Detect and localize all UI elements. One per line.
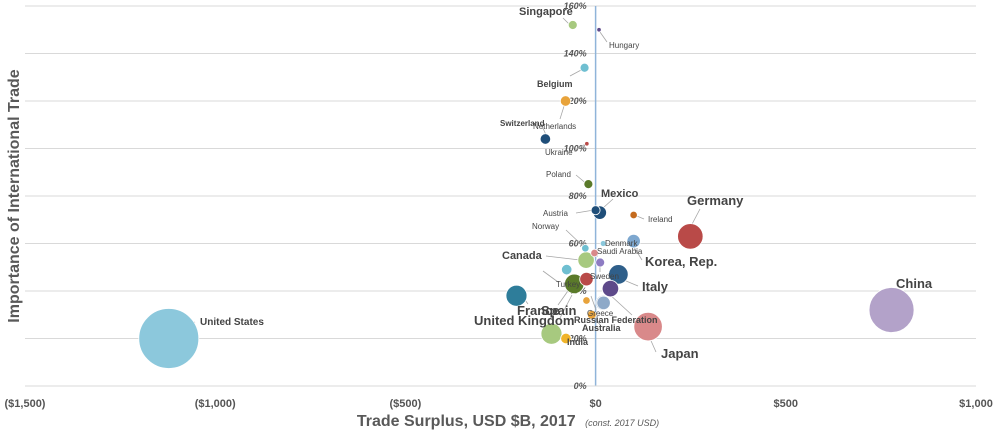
bubble-china	[868, 287, 915, 333]
label-ireland: Ireland	[648, 215, 672, 224]
leader-norway	[565, 229, 585, 248]
bubble-denmark	[599, 240, 607, 247]
bubble-germany	[677, 223, 704, 250]
bubble-switzerland	[539, 133, 552, 145]
x-tick-label: $0	[589, 398, 601, 410]
label-poland: Poland	[546, 170, 571, 179]
label-singapore: Singapore	[519, 6, 573, 18]
bubble-india	[560, 332, 572, 345]
label-mexico: Mexico	[601, 188, 639, 200]
x-tick-label: $1,000	[959, 398, 993, 410]
x-tick-label: $500	[774, 398, 798, 410]
bubble-united-states	[138, 308, 200, 369]
bubble-ukraine	[584, 141, 590, 147]
bubble-saudi-arabia	[590, 248, 599, 258]
bubble-netherlands	[559, 95, 572, 107]
leader-canada	[545, 255, 581, 261]
leader-turkey	[542, 270, 559, 283]
x-tick-label: ($1,000)	[195, 398, 236, 410]
label-denmark: Denmark	[605, 239, 638, 248]
label-saudi-arabia: Saudi Arabia	[597, 247, 643, 256]
bubble-france	[505, 284, 528, 307]
leader-hungary	[599, 31, 608, 43]
bubble-norway	[581, 244, 590, 253]
label-sweden: Sweden	[590, 272, 619, 281]
x-tick-labels: ($1,500) ($1,000) ($500) $0 $500 $1,000	[5, 398, 993, 410]
label-turkey: Turkey	[556, 280, 580, 289]
label-belgium: Belgium	[537, 79, 573, 89]
bubble-austria	[590, 205, 601, 216]
bubble-italy	[601, 279, 620, 298]
label-hungary: Hungary	[609, 41, 639, 50]
bubble-japan	[633, 311, 663, 342]
bubble-singapore	[567, 20, 578, 30]
bubble-ireland	[629, 210, 638, 220]
bubble-turkey	[561, 263, 573, 276]
x-tick-label: ($1,500)	[5, 398, 46, 410]
bubble-sweden	[595, 257, 606, 268]
label-russian-federation: Russian Federation	[574, 315, 658, 325]
point-labels: United States China Germany Japan Korea, Rep…	[200, 6, 933, 361]
bubble-united-kingdom	[540, 322, 563, 345]
label-canada: Canada	[502, 250, 543, 262]
leader-mexico	[602, 198, 614, 209]
leader-greece	[590, 295, 597, 311]
label-united-states: United States	[200, 317, 264, 328]
bubble-saudi-dot	[579, 271, 594, 287]
y-tick-label: 120%	[564, 96, 587, 106]
y-tick-label: 160%	[564, 1, 587, 11]
y-tick-label: 80%	[569, 191, 587, 201]
x-axis-title-main: Trade Surplus, USD $B, 2017	[357, 413, 576, 430]
bubble-hungary	[596, 27, 602, 33]
y-tick-label: 60%	[569, 239, 587, 249]
label-united-kingdom: United Kingdom	[474, 313, 574, 328]
bubble-poland	[583, 179, 594, 190]
y-tick-label: 0%	[574, 381, 587, 391]
label-switzerland: Switzerland	[500, 119, 545, 128]
label-korea-rep: Korea, Rep.	[645, 254, 717, 269]
y-tick-label: 140%	[564, 49, 587, 59]
label-leader-lines	[167, 17, 906, 353]
label-france: France	[517, 303, 560, 318]
x-axis-title: Trade Surplus, USD $B, 2017 (const. 2017…	[357, 413, 659, 430]
x-axis-title-note: (const. 2017 USD)	[585, 418, 659, 428]
x-tick-label: ($500)	[390, 398, 422, 410]
label-germany: Germany	[687, 193, 744, 208]
label-netherlands: Netherlands	[533, 122, 576, 131]
y-tick-label: 20%	[568, 334, 587, 344]
label-austria: Austria	[543, 209, 568, 218]
bubbles	[138, 20, 915, 369]
bubble-korea-rep	[608, 264, 629, 285]
leader-united-kingdom	[559, 294, 573, 319]
y-axis-title: Importance of International Trade	[6, 69, 23, 322]
label-india: India	[567, 337, 589, 347]
bubble-korea-dot	[626, 233, 641, 249]
label-china: China	[896, 276, 933, 291]
label-italy: Italy	[642, 279, 669, 294]
label-greece: Greece	[587, 309, 614, 318]
label-japan: Japan	[661, 346, 699, 361]
bubble-greece-dot	[596, 295, 611, 311]
y-tick-label: 100%	[564, 144, 587, 154]
bubble-belgium	[579, 62, 590, 73]
label-norway: Norway	[532, 222, 559, 231]
bubble-australia	[586, 309, 597, 320]
bubble-greece	[582, 296, 591, 305]
label-spain: Spain	[541, 303, 576, 318]
label-australia: Australia	[582, 323, 622, 333]
label-ukraine: Ukraine	[545, 148, 573, 157]
